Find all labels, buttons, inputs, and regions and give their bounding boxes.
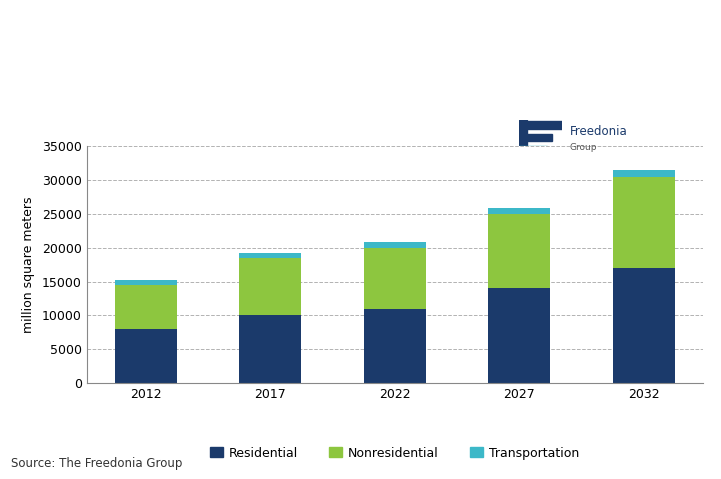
Bar bbox=[488, 208, 550, 214]
Text: Freedonia: Freedonia bbox=[570, 125, 627, 138]
Text: Global Flooring Demand by Market,: Global Flooring Demand by Market, bbox=[11, 38, 237, 51]
Text: (million square meters): (million square meters) bbox=[11, 91, 161, 104]
Bar bbox=[115, 329, 177, 383]
Bar bbox=[488, 288, 550, 383]
Bar bbox=[519, 134, 552, 140]
Bar bbox=[488, 214, 550, 288]
Bar bbox=[115, 285, 177, 329]
Bar bbox=[519, 121, 562, 129]
Bar bbox=[239, 316, 301, 383]
Bar bbox=[363, 242, 426, 248]
Bar bbox=[239, 253, 301, 258]
Text: Figure 3-6.: Figure 3-6. bbox=[11, 11, 79, 24]
Bar bbox=[239, 258, 301, 316]
Bar bbox=[613, 170, 675, 177]
Bar bbox=[363, 308, 426, 383]
Legend: Residential, Nonresidential, Transportation: Residential, Nonresidential, Transportat… bbox=[205, 442, 584, 465]
Bar bbox=[363, 248, 426, 308]
Bar bbox=[519, 120, 527, 153]
Bar bbox=[613, 177, 675, 268]
Bar bbox=[519, 146, 547, 153]
Bar bbox=[115, 280, 177, 285]
Bar bbox=[613, 268, 675, 383]
Text: Group: Group bbox=[570, 143, 597, 152]
Text: 2012, 2017, 2022, 2027, & 2032: 2012, 2017, 2022, 2027, & 2032 bbox=[11, 64, 218, 77]
Y-axis label: million square meters: million square meters bbox=[22, 196, 35, 333]
Text: Source: The Freedonia Group: Source: The Freedonia Group bbox=[11, 457, 182, 470]
